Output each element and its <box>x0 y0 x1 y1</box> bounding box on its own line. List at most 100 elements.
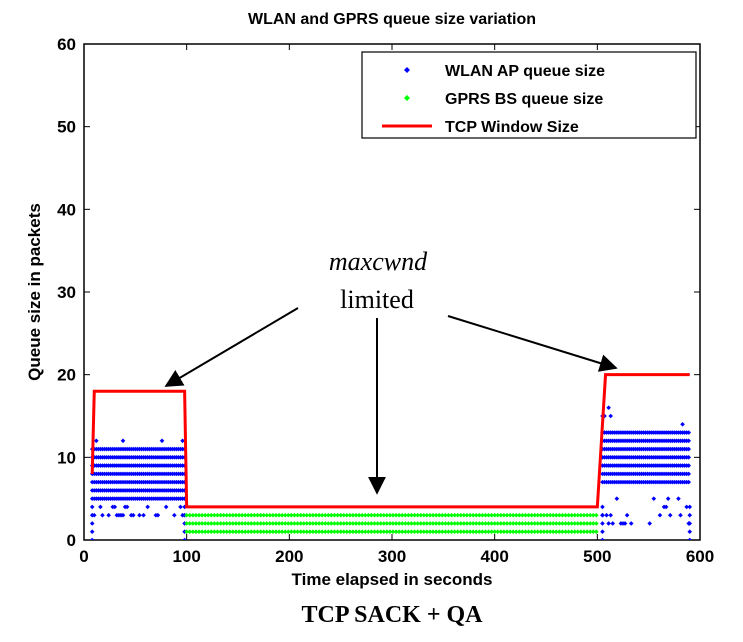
gprs-point <box>319 512 325 518</box>
gprs-point <box>375 529 380 535</box>
gprs-point <box>427 512 433 518</box>
gprs-point <box>187 512 193 518</box>
gprs-point <box>470 521 476 526</box>
gprs-point <box>316 512 322 518</box>
gprs-point <box>205 521 211 526</box>
gprs-point <box>366 512 371 518</box>
wlan-point <box>686 471 692 477</box>
gprs-point <box>560 521 565 526</box>
gprs-point <box>196 521 202 526</box>
gprs-point <box>282 521 288 526</box>
gprs-point <box>326 521 331 526</box>
wlan-point <box>600 504 605 510</box>
wlan-point <box>141 512 146 518</box>
gprs-point <box>550 529 556 535</box>
gprs-point <box>480 529 485 535</box>
gprs-point <box>332 512 337 518</box>
gprs-point <box>470 529 476 535</box>
gprs-point <box>332 529 337 535</box>
gprs-point <box>594 521 599 526</box>
gprs-point <box>245 521 251 526</box>
wlan-point <box>112 504 118 510</box>
gprs-point <box>390 512 396 518</box>
gprs-point <box>553 529 559 535</box>
gprs-point <box>298 521 303 526</box>
gprs-point <box>347 512 353 518</box>
gprs-point <box>390 521 396 526</box>
gprs-point <box>510 521 516 526</box>
gprs-point <box>372 521 377 526</box>
gprs-point <box>563 529 568 535</box>
gprs-point <box>473 512 479 518</box>
gprs-point <box>184 512 189 518</box>
gprs-point <box>566 521 571 526</box>
gprs-point <box>538 521 544 526</box>
gprs-point <box>541 529 547 535</box>
gprs-point <box>304 521 310 526</box>
gprs-point <box>396 521 402 526</box>
gprs-point <box>341 529 347 535</box>
gprs-point <box>304 512 310 518</box>
wlan-point <box>159 438 165 444</box>
wlan-point <box>89 504 95 510</box>
gprs-point <box>249 512 254 518</box>
gprs-point <box>486 512 491 518</box>
gprs-point <box>267 529 273 535</box>
gprs-point <box>344 529 350 535</box>
gprs-point <box>443 512 448 518</box>
wlan-point <box>614 496 620 501</box>
wlan-point <box>600 529 605 535</box>
gprs-point <box>276 512 282 518</box>
gprs-point <box>467 529 473 535</box>
gprs-point <box>221 529 226 535</box>
gprs-point <box>427 529 433 535</box>
gprs-point <box>236 512 242 518</box>
wlan-point <box>687 537 693 540</box>
gprs-point <box>590 512 596 518</box>
gprs-point <box>381 529 387 535</box>
gprs-point <box>252 529 257 535</box>
gprs-point <box>399 512 405 518</box>
gprs-point <box>461 512 467 518</box>
wlan-point <box>684 504 689 510</box>
wlan-point <box>628 521 634 526</box>
gprs-point <box>421 512 427 518</box>
gprs-point <box>378 529 384 535</box>
gprs-point <box>572 521 578 526</box>
gprs-point <box>381 512 387 518</box>
gprs-point <box>557 512 562 518</box>
gprs-point <box>396 512 402 518</box>
gprs-point <box>501 529 507 535</box>
gprs-point <box>483 521 488 526</box>
gprs-point <box>356 512 362 518</box>
gprs-point <box>215 529 220 535</box>
gprs-point <box>199 529 205 535</box>
gprs-point <box>569 521 574 526</box>
gprs-point <box>202 529 208 535</box>
gprs-point <box>307 512 313 518</box>
gprs-point <box>575 521 581 526</box>
gprs-point <box>560 512 565 518</box>
gprs-point <box>550 512 556 518</box>
gprs-point <box>452 521 457 526</box>
gprs-point <box>526 529 531 535</box>
wlan-point <box>604 512 609 518</box>
wlan-point <box>665 496 671 501</box>
gprs-point <box>245 512 251 518</box>
gprs-point <box>538 512 544 518</box>
gprs-point <box>273 512 279 518</box>
wlan-point <box>89 529 95 535</box>
gprs-point <box>209 521 214 526</box>
gprs-point <box>578 521 584 526</box>
wlan-point <box>98 504 103 510</box>
axis-ticks <box>83 43 701 541</box>
gprs-point <box>295 521 300 526</box>
gprs-point <box>575 512 581 518</box>
x-tick-label: 200 <box>275 547 303 566</box>
legend-wlan-marker <box>404 67 410 73</box>
gprs-point <box>476 512 482 518</box>
gprs-point <box>563 512 568 518</box>
gprs-point <box>486 521 491 526</box>
gprs-point <box>239 529 245 535</box>
gprs-point <box>517 521 522 526</box>
